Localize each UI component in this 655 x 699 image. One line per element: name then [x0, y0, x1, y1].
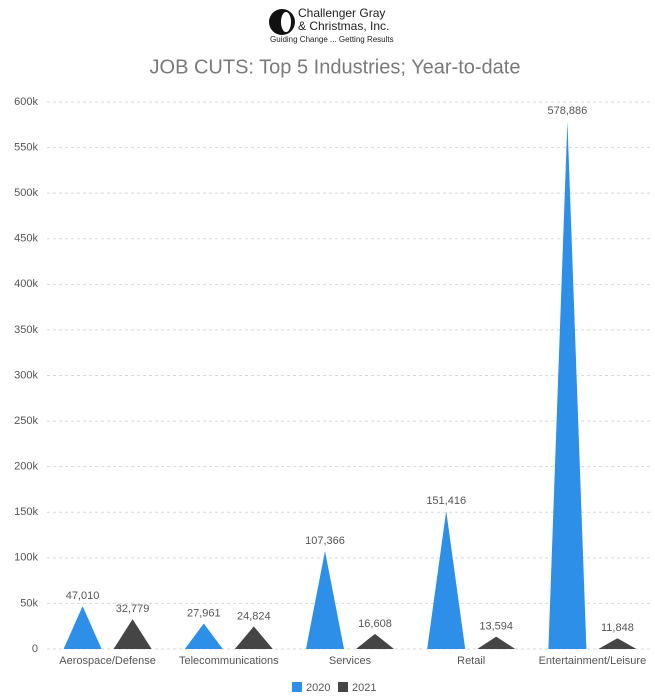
- x-tick-label: Aerospace/Defense: [59, 655, 156, 667]
- legend-label: 2021: [352, 682, 376, 694]
- spike: [113, 619, 152, 649]
- y-tick-label: 500k: [14, 187, 38, 199]
- spike: [184, 623, 223, 649]
- y-tick-label: 350k: [14, 324, 38, 336]
- x-tick-label: Entertainment/Leisure: [539, 655, 647, 667]
- company-name: Challenger Gray: [298, 6, 385, 20]
- company-name: & Christmas, Inc.: [298, 19, 389, 33]
- y-tick-label: 200k: [14, 461, 38, 473]
- spike: [63, 606, 102, 649]
- spike: [427, 510, 466, 649]
- x-tick-label: Services: [329, 655, 372, 667]
- y-tick-label: 400k: [14, 278, 38, 290]
- x-tick-label: Retail: [457, 655, 485, 667]
- y-tick-label: 600k: [14, 96, 38, 108]
- value-label: 16,608: [358, 618, 392, 630]
- y-tick-label: 450k: [14, 233, 38, 245]
- value-label: 13,594: [479, 621, 513, 633]
- value-label: 47,010: [66, 590, 100, 602]
- spike: [548, 121, 587, 650]
- value-label: 32,779: [116, 603, 150, 615]
- value-label: 578,886: [548, 105, 588, 117]
- spike: [356, 633, 394, 649]
- value-label: 24,824: [237, 610, 271, 622]
- value-label: 107,366: [305, 535, 345, 547]
- spike: [477, 636, 516, 649]
- value-label: 151,416: [426, 495, 466, 507]
- spike: [598, 638, 637, 649]
- value-label: 27,961: [187, 607, 221, 619]
- y-tick-label: 50k: [20, 597, 38, 609]
- tagline: Guiding Change ... Getting Results: [270, 35, 394, 44]
- legend-label: 2020: [306, 682, 330, 694]
- y-tick-label: 550k: [14, 141, 38, 153]
- spike: [234, 626, 273, 649]
- value-label: 11,848: [601, 622, 634, 634]
- x-tick-label: Telecommunications: [179, 655, 279, 667]
- y-tick-label: 300k: [14, 369, 38, 381]
- y-tick-label: 150k: [14, 506, 38, 518]
- logo-icon-inner: [281, 12, 291, 32]
- chart-title: JOB CUTS: Top 5 Industries; Year-to-date: [150, 56, 521, 78]
- y-tick-label: 0: [32, 643, 38, 655]
- legend-swatch: [292, 682, 302, 692]
- legend-swatch: [338, 682, 348, 692]
- y-tick-label: 250k: [14, 415, 38, 427]
- logo: Challenger Gray & Christmas, Inc. Guidin…: [269, 6, 394, 44]
- y-tick-label: 100k: [14, 552, 38, 564]
- spike: [306, 551, 344, 649]
